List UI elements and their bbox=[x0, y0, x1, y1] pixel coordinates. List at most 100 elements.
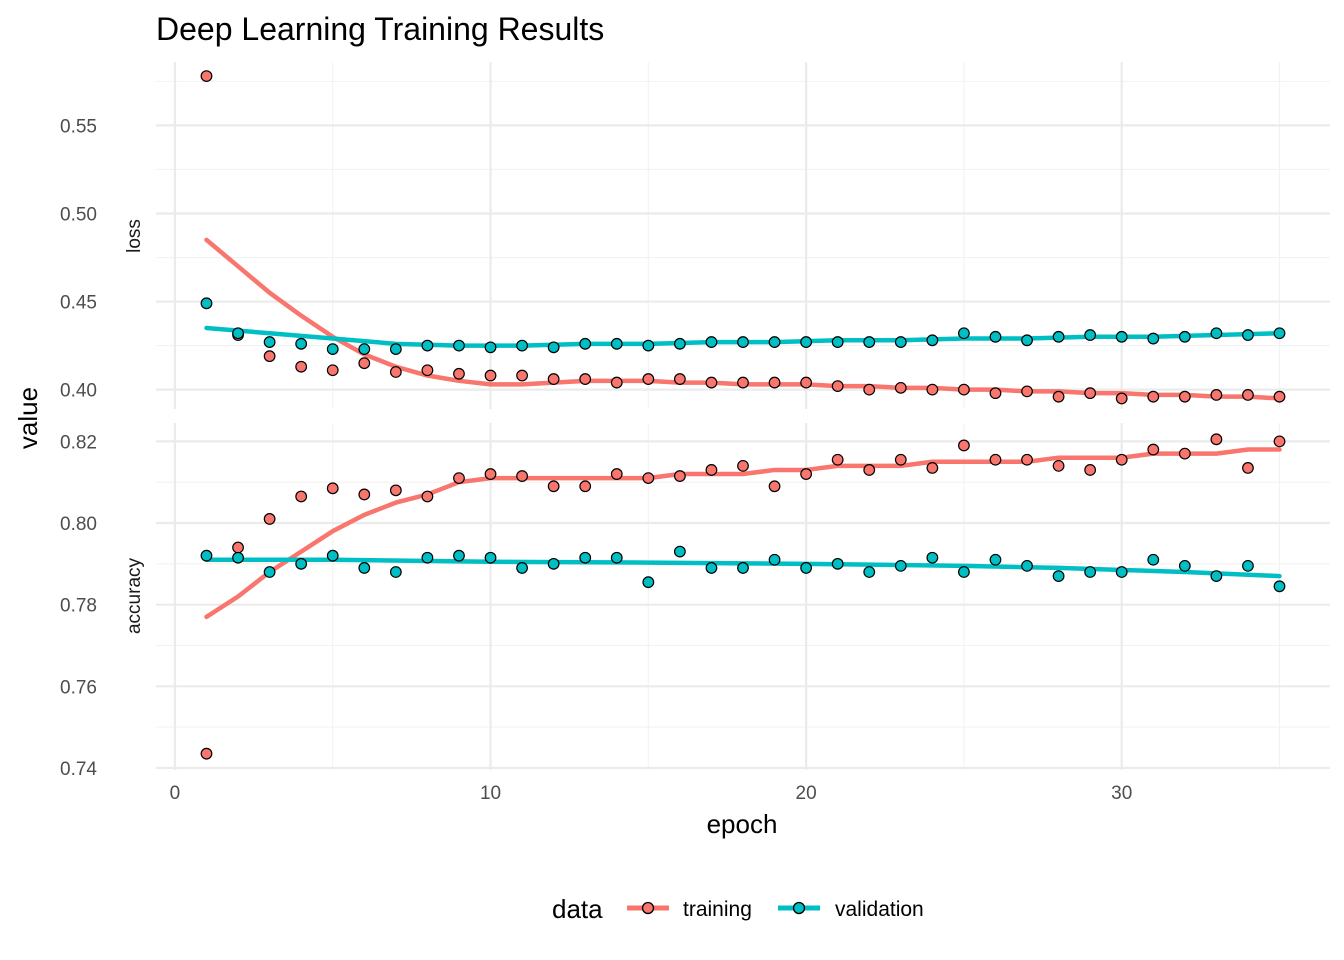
point-training bbox=[768, 376, 781, 389]
point-validation bbox=[232, 551, 244, 564]
point-validation bbox=[200, 549, 213, 562]
point-training bbox=[1178, 390, 1191, 403]
point-validation bbox=[1052, 570, 1065, 582]
y-tick-label: 0.74 bbox=[60, 759, 97, 780]
point-training bbox=[800, 468, 813, 480]
point-validation bbox=[989, 330, 1002, 343]
y-tick-label: 0.80 bbox=[60, 514, 97, 535]
point-validation bbox=[1115, 330, 1128, 343]
point-training bbox=[737, 376, 749, 389]
point-validation bbox=[1178, 559, 1191, 572]
point-validation bbox=[768, 553, 781, 566]
point-validation bbox=[1115, 566, 1128, 578]
point-validation bbox=[579, 551, 592, 564]
point-training bbox=[453, 367, 465, 380]
point-validation bbox=[547, 557, 560, 570]
point-training bbox=[926, 383, 939, 396]
point-training bbox=[579, 373, 592, 385]
point-validation bbox=[673, 337, 686, 350]
point-training bbox=[326, 482, 339, 495]
point-validation bbox=[389, 566, 402, 578]
point-validation bbox=[800, 562, 813, 574]
legend-key-validation-point bbox=[792, 901, 806, 915]
y-tick-label: 0.78 bbox=[60, 596, 97, 617]
point-validation bbox=[358, 562, 371, 574]
point-training bbox=[989, 453, 1002, 466]
point-validation bbox=[1273, 327, 1286, 340]
point-validation bbox=[484, 551, 497, 564]
legend-title: data bbox=[552, 894, 603, 924]
point-training bbox=[516, 470, 528, 482]
point-validation bbox=[1210, 327, 1223, 340]
point-validation bbox=[516, 339, 528, 352]
point-validation bbox=[926, 334, 939, 347]
point-training bbox=[1115, 453, 1128, 466]
point-validation bbox=[1242, 329, 1254, 341]
point-training bbox=[421, 490, 434, 503]
point-validation bbox=[610, 551, 623, 564]
legend-label-validation: validation bbox=[835, 898, 924, 921]
smooth-line-training bbox=[204, 237, 1282, 401]
point-training bbox=[673, 373, 686, 385]
point-validation bbox=[800, 336, 813, 348]
point-validation bbox=[1021, 559, 1033, 572]
point-training bbox=[705, 376, 718, 389]
point-training bbox=[1052, 459, 1065, 472]
point-validation bbox=[1273, 580, 1286, 593]
point-validation bbox=[421, 339, 434, 352]
point-training bbox=[705, 464, 718, 476]
point-validation bbox=[232, 327, 244, 340]
panel-accuracy-lines bbox=[204, 447, 1282, 620]
x-tick-label: 10 bbox=[480, 783, 501, 804]
point-training bbox=[642, 373, 655, 385]
point-training bbox=[800, 376, 813, 389]
point-validation bbox=[958, 327, 970, 340]
legend-key-training-point bbox=[641, 901, 655, 915]
point-validation bbox=[673, 545, 686, 558]
point-validation bbox=[831, 336, 844, 348]
point-training bbox=[263, 350, 276, 363]
point-training bbox=[768, 480, 781, 493]
panel-accuracy-strip-label: accuracy bbox=[124, 557, 145, 634]
point-validation bbox=[1084, 329, 1097, 341]
y-tick-label: 0.50 bbox=[60, 204, 97, 225]
point-training bbox=[926, 462, 939, 474]
point-training bbox=[1242, 389, 1254, 401]
x-tick-label: 20 bbox=[796, 783, 817, 804]
point-validation bbox=[705, 336, 718, 348]
point-training bbox=[1115, 392, 1128, 405]
point-validation bbox=[1021, 334, 1033, 347]
point-training bbox=[1210, 389, 1223, 401]
point-training bbox=[484, 369, 497, 382]
panel-loss-points bbox=[200, 70, 1286, 405]
point-training bbox=[232, 541, 244, 554]
point-validation bbox=[894, 336, 907, 348]
point-training bbox=[358, 488, 371, 501]
point-validation bbox=[737, 562, 749, 574]
point-validation bbox=[642, 339, 655, 352]
point-training bbox=[200, 747, 213, 760]
point-training bbox=[547, 373, 560, 385]
panel-loss-y-ticks: 0.40 0.45 0.50 0.55 bbox=[60, 116, 97, 401]
point-training bbox=[1084, 387, 1097, 400]
point-validation bbox=[989, 553, 1002, 566]
point-validation bbox=[1052, 330, 1065, 343]
panel-loss-lines bbox=[204, 237, 1282, 401]
point-validation bbox=[484, 341, 497, 354]
x-tick-label: 30 bbox=[1111, 783, 1132, 804]
point-training bbox=[516, 369, 528, 382]
legend-item-training: training bbox=[627, 898, 752, 921]
panel-accuracy-y-ticks: 0.74 0.76 0.78 0.80 0.82 bbox=[60, 432, 97, 780]
point-training bbox=[958, 439, 970, 452]
point-training bbox=[737, 459, 749, 472]
point-validation bbox=[863, 566, 876, 578]
point-training bbox=[1052, 390, 1065, 403]
panel-loss-strip-label: loss bbox=[124, 219, 145, 253]
point-training bbox=[421, 364, 434, 377]
point-training bbox=[1021, 385, 1033, 398]
y-tick-label: 0.82 bbox=[60, 432, 97, 453]
y-axis-title: value bbox=[13, 387, 43, 449]
point-training bbox=[1147, 390, 1160, 403]
point-training bbox=[1147, 443, 1160, 456]
point-training bbox=[453, 472, 465, 485]
